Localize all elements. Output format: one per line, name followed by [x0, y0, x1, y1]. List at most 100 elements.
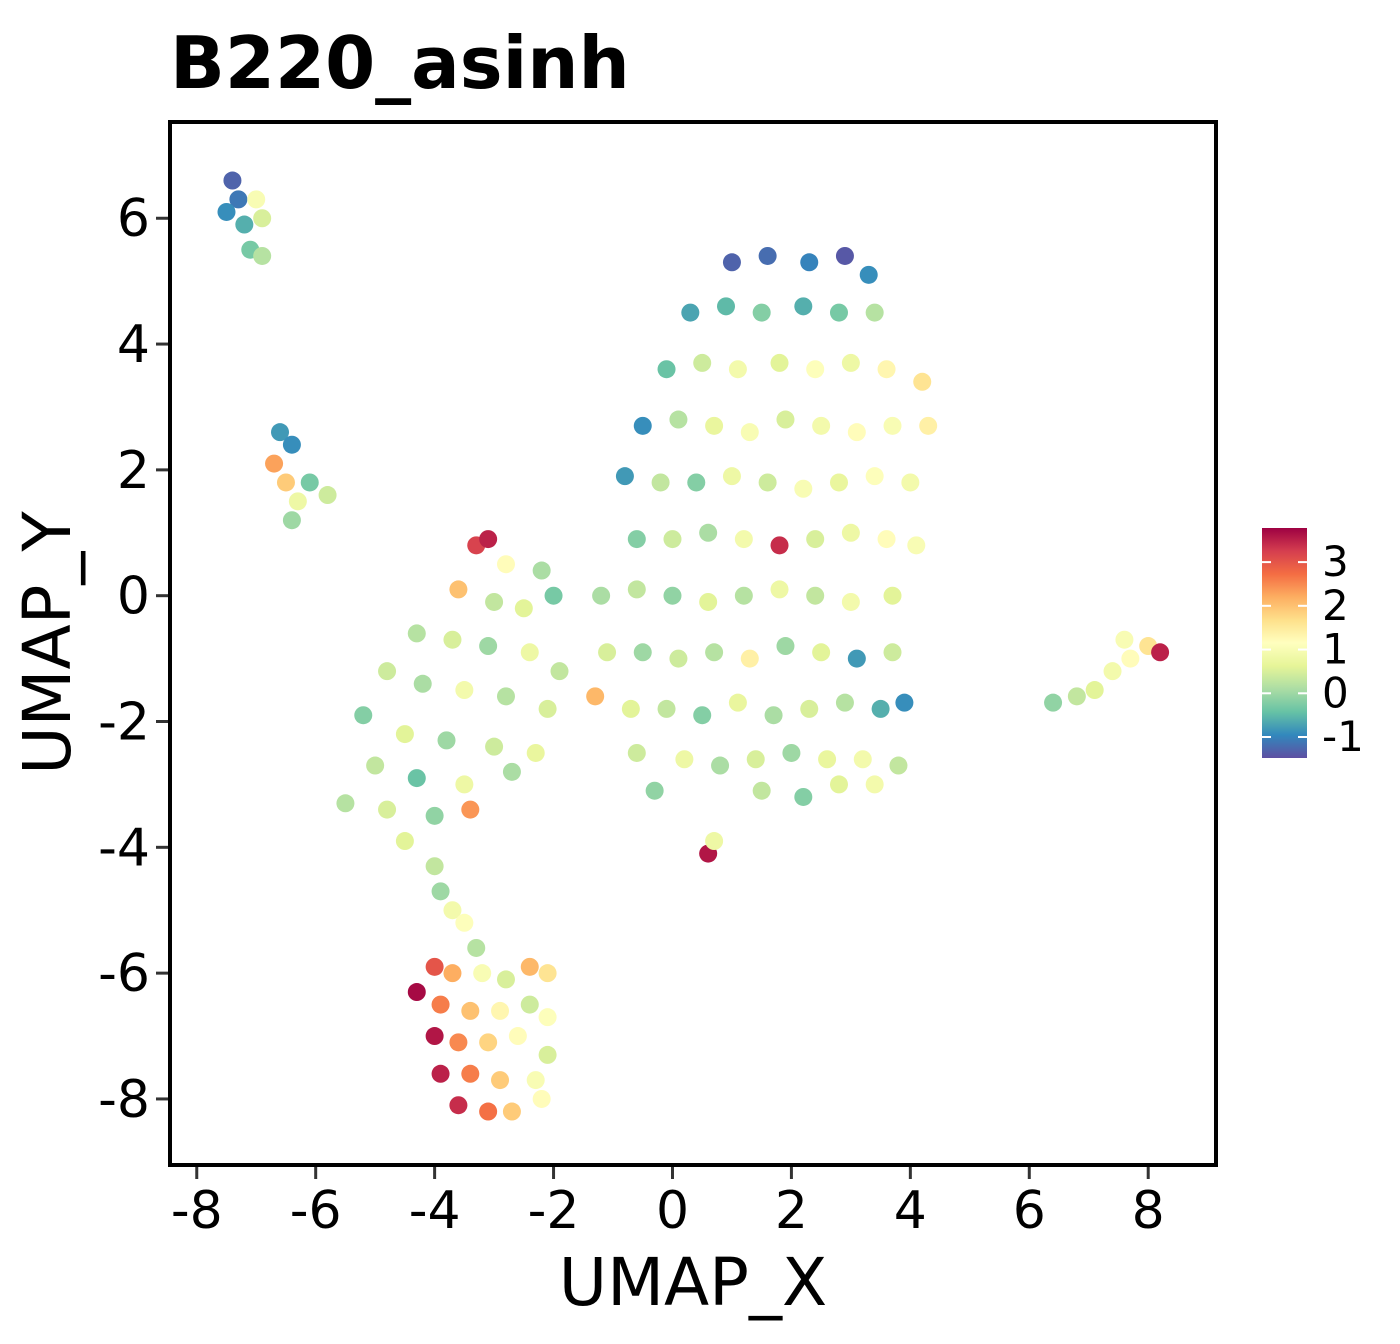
point — [871, 699, 890, 718]
point — [407, 624, 426, 643]
point — [532, 561, 551, 580]
x-tick-label: 6 — [1013, 1181, 1046, 1241]
point — [657, 699, 676, 718]
point — [818, 750, 837, 769]
point — [800, 699, 819, 718]
point — [711, 756, 730, 775]
point — [621, 699, 640, 718]
y-tick-label: -2 — [98, 693, 150, 753]
point — [705, 416, 724, 435]
point — [318, 486, 337, 505]
point — [699, 523, 718, 542]
point — [681, 303, 700, 322]
point — [479, 1033, 498, 1052]
point — [853, 750, 872, 769]
colorbar-label: 1 — [1322, 625, 1349, 674]
point — [627, 743, 646, 762]
y-tick-label: -8 — [98, 1070, 150, 1130]
point — [520, 643, 539, 662]
chart-title: B220_asinh — [170, 21, 630, 105]
point — [764, 706, 783, 725]
point — [675, 750, 694, 769]
point — [865, 467, 884, 486]
y-tick-label: -6 — [98, 944, 150, 1004]
colorbar-label: 3 — [1322, 537, 1349, 586]
point — [485, 592, 504, 611]
y-tick-label: 0 — [117, 567, 150, 627]
point — [366, 756, 385, 775]
point — [1044, 693, 1063, 712]
point — [806, 530, 825, 549]
y-tick-label: 2 — [117, 441, 150, 501]
point — [449, 580, 468, 599]
point — [491, 1001, 510, 1020]
x-tick-label: -8 — [171, 1181, 223, 1241]
point — [794, 297, 813, 316]
point — [223, 171, 242, 190]
point — [1103, 662, 1122, 681]
point — [514, 599, 533, 618]
point — [835, 693, 854, 712]
point — [425, 1027, 444, 1046]
point — [907, 536, 926, 555]
x-tick-label: -6 — [290, 1181, 342, 1241]
point — [598, 643, 617, 662]
x-tick-label: 4 — [894, 1181, 927, 1241]
point — [705, 832, 724, 851]
point — [437, 731, 456, 750]
point — [758, 246, 777, 265]
point — [431, 995, 450, 1014]
point — [431, 1064, 450, 1083]
point — [770, 536, 789, 555]
point — [841, 353, 860, 372]
point — [496, 555, 515, 574]
point — [829, 473, 848, 492]
x-tick-label: 0 — [656, 1181, 689, 1241]
point — [467, 938, 486, 957]
point — [859, 265, 878, 284]
point — [502, 762, 521, 781]
point — [812, 416, 831, 435]
point — [877, 530, 896, 549]
point — [770, 353, 789, 372]
point — [728, 360, 747, 379]
point — [461, 800, 480, 819]
point — [276, 473, 295, 492]
point — [455, 775, 474, 794]
point — [271, 423, 290, 442]
point — [687, 473, 706, 492]
point — [473, 964, 492, 983]
point — [734, 586, 753, 605]
point — [752, 781, 771, 800]
point — [485, 737, 504, 756]
point — [496, 687, 515, 706]
point — [615, 467, 634, 486]
point — [1151, 643, 1170, 662]
point — [455, 681, 474, 700]
point — [288, 492, 307, 511]
point — [812, 643, 831, 662]
point — [627, 580, 646, 599]
point — [336, 794, 355, 813]
point — [378, 662, 397, 681]
point — [883, 586, 902, 605]
point — [449, 1033, 468, 1052]
point — [229, 190, 248, 209]
point — [746, 750, 765, 769]
point — [663, 530, 682, 549]
point — [705, 643, 724, 662]
point — [253, 209, 272, 228]
point — [235, 215, 254, 234]
point — [651, 473, 670, 492]
point — [247, 190, 266, 209]
point — [449, 1096, 468, 1115]
point — [532, 1089, 551, 1108]
point — [794, 787, 813, 806]
point — [740, 423, 759, 442]
point — [425, 957, 444, 976]
point — [722, 467, 741, 486]
point — [865, 775, 884, 794]
point — [544, 586, 563, 605]
point — [693, 706, 712, 725]
point — [901, 473, 920, 492]
